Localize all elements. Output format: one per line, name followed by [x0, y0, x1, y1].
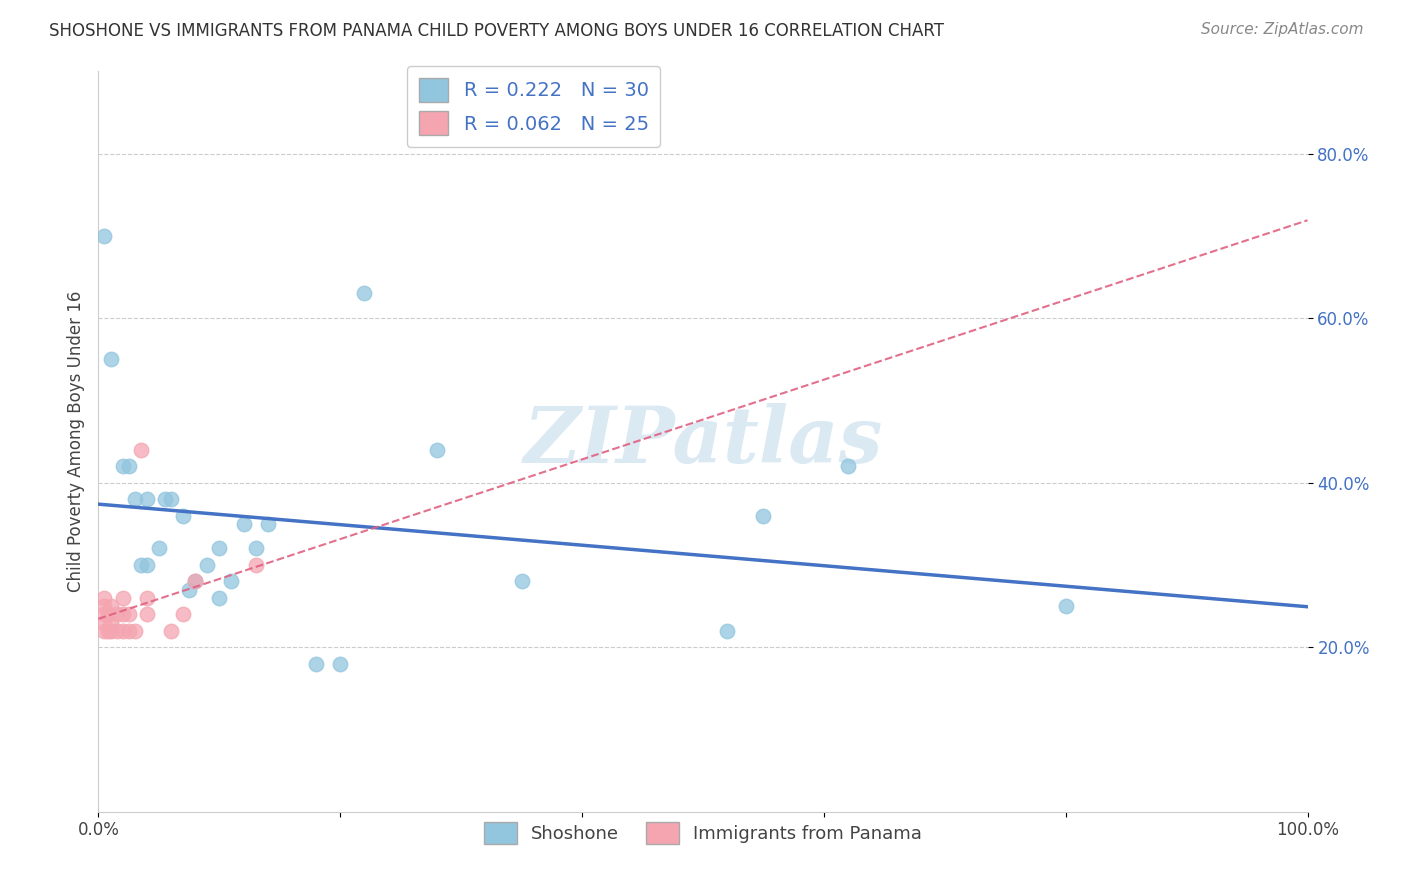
Point [837, 459, 859, 474]
Point [256, 516, 278, 531]
Point [184, 574, 207, 589]
Point [195, 558, 218, 572]
Text: ZIPatlas: ZIPatlas [523, 403, 883, 480]
Point [100, 624, 122, 638]
Point [245, 558, 267, 572]
Point [245, 541, 267, 556]
Point [135, 558, 157, 572]
Point [232, 516, 254, 531]
Point [93, 228, 115, 243]
Point [105, 624, 128, 638]
Point [111, 591, 134, 605]
Point [93, 591, 115, 605]
Point [93, 615, 115, 630]
Point [208, 541, 231, 556]
Point [329, 657, 352, 671]
Point [172, 607, 194, 622]
Point [1054, 599, 1077, 613]
Point [111, 624, 134, 638]
Point [118, 459, 141, 474]
Point [124, 624, 146, 638]
Point [124, 492, 146, 507]
Point [100, 352, 122, 367]
Point [93, 599, 115, 613]
Point [135, 591, 157, 605]
Point [135, 492, 157, 507]
Point [160, 624, 183, 638]
Point [426, 442, 449, 457]
Point [111, 607, 134, 622]
Point [97, 607, 120, 622]
Y-axis label: Child Poverty Among Boys Under 16: Child Poverty Among Boys Under 16 [66, 291, 84, 592]
Point [305, 657, 328, 671]
Text: Source: ZipAtlas.com: Source: ZipAtlas.com [1201, 22, 1364, 37]
Legend: Shoshone, Immigrants from Panama: Shoshone, Immigrants from Panama [477, 814, 929, 851]
Point [148, 541, 170, 556]
Point [118, 607, 141, 622]
Point [510, 574, 533, 589]
Point [179, 582, 201, 597]
Point [118, 624, 141, 638]
Point [172, 508, 194, 523]
Point [353, 286, 375, 301]
Point [221, 574, 243, 589]
Point [184, 574, 207, 589]
Point [208, 591, 231, 605]
Point [160, 492, 183, 507]
Point [135, 607, 157, 622]
Point [100, 615, 122, 630]
Point [752, 508, 775, 523]
Point [129, 558, 152, 572]
Point [105, 607, 128, 622]
Point [97, 624, 120, 638]
Text: SHOSHONE VS IMMIGRANTS FROM PANAMA CHILD POVERTY AMONG BOYS UNDER 16 CORRELATION: SHOSHONE VS IMMIGRANTS FROM PANAMA CHILD… [49, 22, 945, 40]
Point [93, 624, 115, 638]
Point [716, 624, 738, 638]
Point [111, 459, 134, 474]
Point [93, 607, 115, 622]
Point [129, 442, 152, 457]
Point [153, 492, 176, 507]
Point [100, 599, 122, 613]
